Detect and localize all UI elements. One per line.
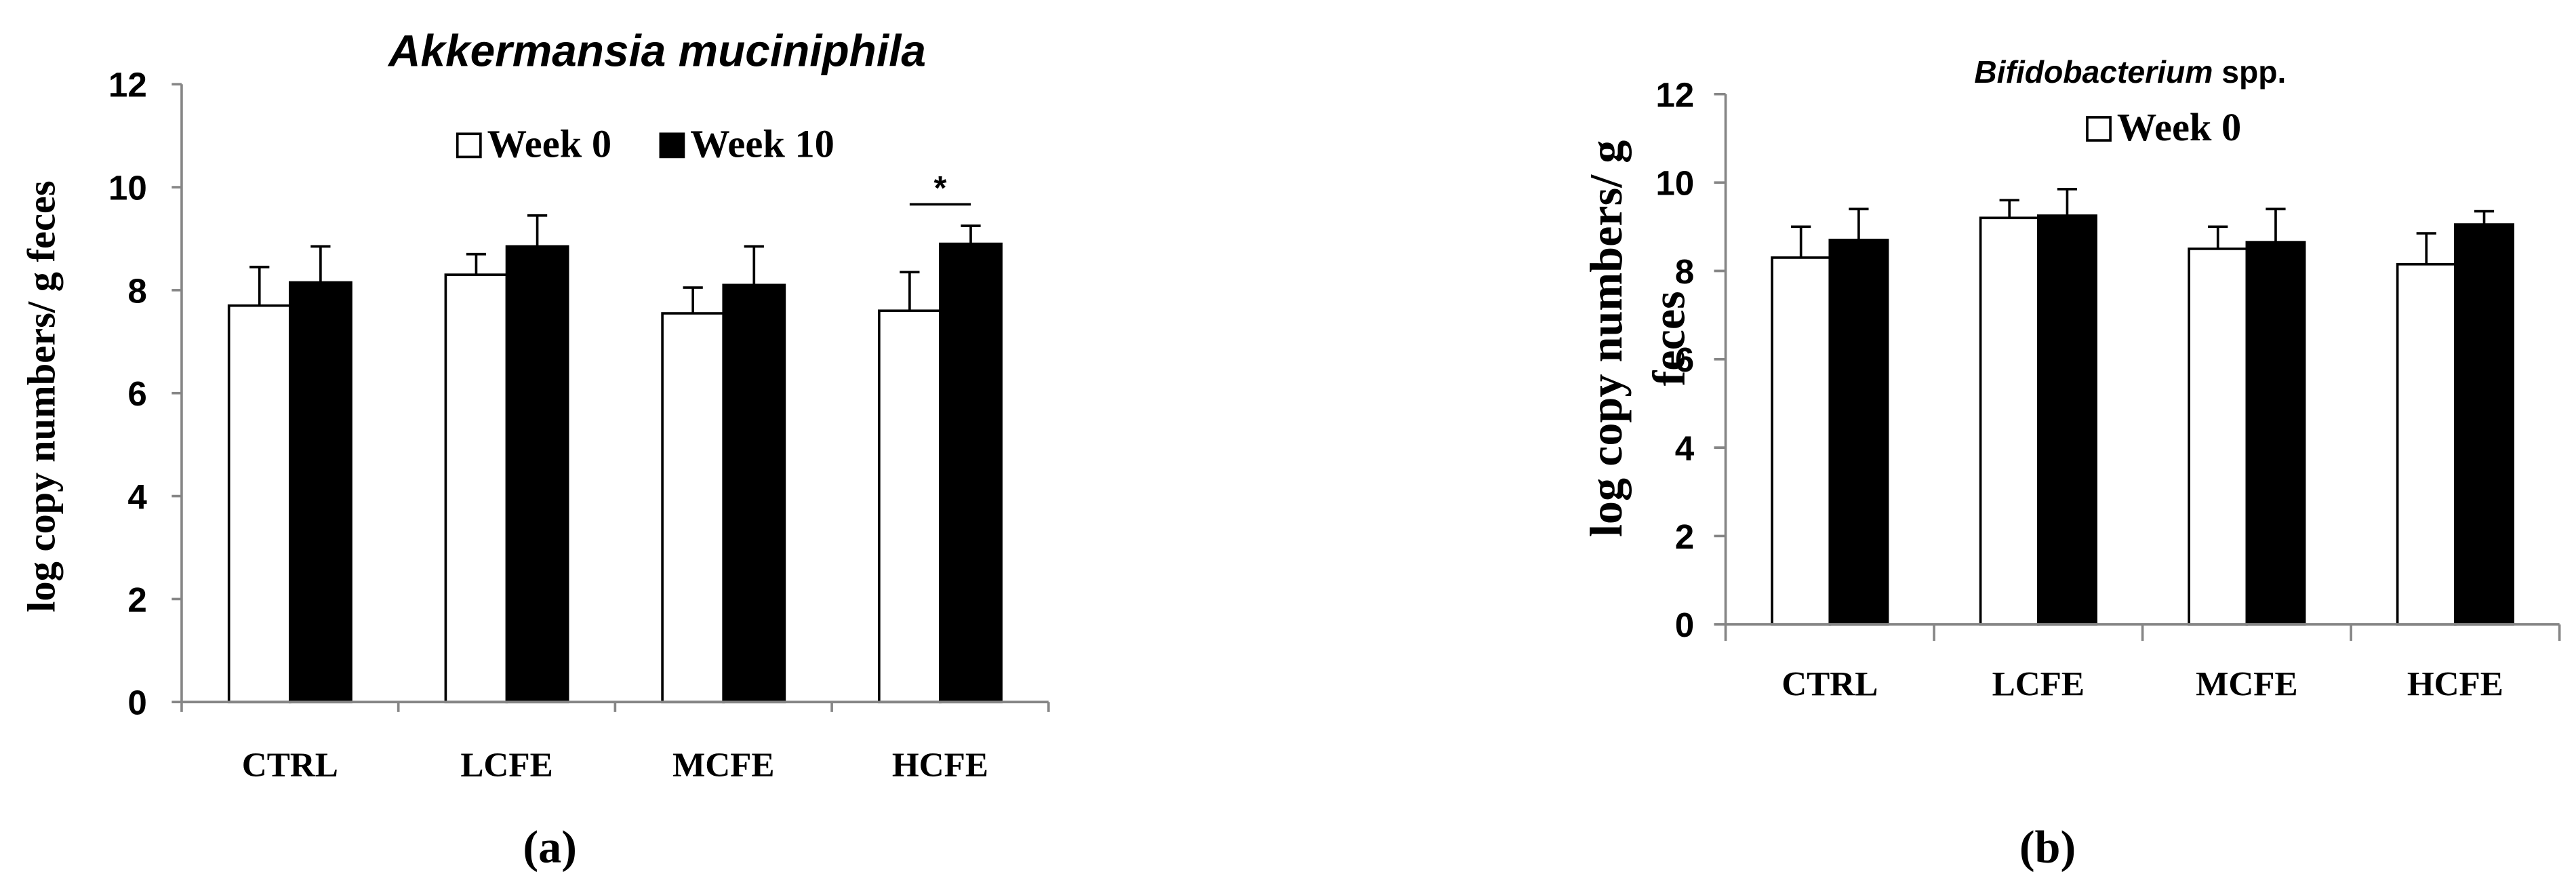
y-tick-label: 6 <box>1675 340 1694 379</box>
significance-marker: * <box>933 170 946 207</box>
bar-week-0-ctrl <box>1771 256 1832 626</box>
x-tick-label-lcfe: LCFE <box>1992 665 2085 704</box>
panel-label: (b) <box>2019 821 2076 873</box>
panel-b: Bifidobacterium spp. Week 0 CTRL LCFE MCFE HCF… <box>1580 54 2561 873</box>
bar-series-2-lcfe <box>2036 214 2097 626</box>
bar-week-10-hcfe <box>939 242 1003 704</box>
y-tick-label: 0 <box>1675 606 1694 644</box>
y-axis-title: feces <box>1643 291 1695 386</box>
x-tick-label-mcfe: MCFE <box>672 746 775 785</box>
bar-week-10-mcfe <box>722 283 786 704</box>
chart-title: Akkermansia muciniphila <box>387 25 926 75</box>
chart-title: Bifidobacterium spp. <box>1974 54 2286 90</box>
y-tick-label: 2 <box>1675 517 1694 556</box>
bar-series-2-ctrl <box>1828 239 1889 626</box>
bar-week-0-mcfe <box>661 312 725 704</box>
bar-week-10-lcfe <box>505 245 569 704</box>
x-tick-label-hcfe: HCFE <box>2407 665 2503 704</box>
legend-label-week-0: Week 0 <box>2117 105 2241 149</box>
y-tick-label: 12 <box>1655 75 1694 114</box>
panel-a: Akkermansia muciniphila Week 0 Week 10 CTRL… <box>19 25 1050 873</box>
y-tick-label: 10 <box>108 168 147 207</box>
x-tick-label-lcfe: LCFE <box>460 746 552 785</box>
chart-title-italic: Akkermansia muciniphila <box>387 25 926 75</box>
bar-week-0-lcfe <box>1979 216 2040 626</box>
legend-label-week-10: Week 10 <box>690 121 834 165</box>
legend-swatch-week-0 <box>456 132 482 159</box>
bar-week-0-lcfe <box>444 273 508 704</box>
y-tick-label: 4 <box>1675 429 1695 468</box>
y-tick-label: 4 <box>127 477 147 516</box>
legend-label-week-0: Week 0 <box>487 121 611 165</box>
y-tick-label: 0 <box>127 684 146 722</box>
bar-week-0-hcfe <box>2396 262 2457 626</box>
bar-series-2-mcfe <box>2245 241 2306 626</box>
bar-series-2-hcfe <box>2454 223 2514 626</box>
panel-label: (a) <box>523 821 577 873</box>
bar-week-10-ctrl <box>288 281 353 704</box>
x-tick-label-mcfe: MCFE <box>2196 665 2298 704</box>
bar-week-0-ctrl <box>227 304 291 704</box>
legend-swatch-week-0 <box>2086 116 2112 142</box>
chart-title-plain: spp. <box>2221 54 2286 90</box>
chart-title-italic: Bifidobacterium <box>1974 54 2213 90</box>
y-tick-label: 8 <box>1675 252 1694 291</box>
bar-week-0-hcfe <box>877 309 942 704</box>
y-tick-label: 6 <box>127 374 146 413</box>
y-axis-title: log copy numbers/ g <box>1580 140 1632 537</box>
bar-week-0-mcfe <box>2188 248 2249 626</box>
y-tick-label: 2 <box>127 580 146 619</box>
y-tick-label: 12 <box>108 66 147 104</box>
y-axis-title: log copy numbers/ g feces <box>19 180 63 612</box>
x-tick-label-ctrl: CTRL <box>242 746 338 785</box>
x-tick-label-ctrl: CTRL <box>1782 665 1878 704</box>
legend-swatch-week-10 <box>659 132 685 159</box>
y-tick-label: 10 <box>1655 164 1694 203</box>
x-tick-label-hcfe: HCFE <box>892 746 988 785</box>
y-tick-label: 8 <box>127 271 146 310</box>
